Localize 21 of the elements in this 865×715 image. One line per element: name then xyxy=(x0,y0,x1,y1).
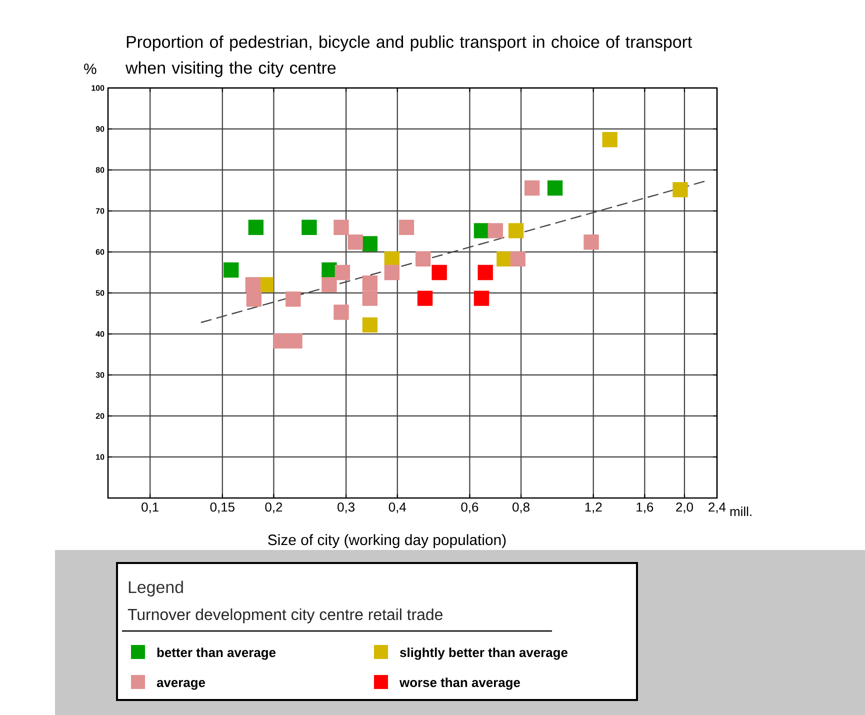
x-tick-label: 0,3 xyxy=(338,502,354,514)
x-tick-label: 0,2 xyxy=(265,502,282,514)
legend-label: average xyxy=(156,680,206,690)
x-tick-label: 0,6 xyxy=(461,502,478,514)
x-tick-label: 0,1 xyxy=(142,502,158,514)
legend-title: Turnover development city centre retail trade xyxy=(128,608,442,624)
x-axis-title: Size of city (working day population) xyxy=(268,534,506,548)
y-axis-title: % xyxy=(84,64,96,74)
x-tick-label: 0,4 xyxy=(388,502,406,514)
legend-label: better than average xyxy=(157,648,276,660)
x-tick-label: 1,2 xyxy=(585,502,602,514)
chart-title: Proportion of pedestrian, bicycle and public transport in choice of transport when visiting the city centre xyxy=(125,36,692,78)
x-tick-label: 2,0 xyxy=(676,502,693,514)
legend-label: worse than average xyxy=(399,678,520,690)
text: Legend xyxy=(128,580,183,596)
x-tick-label: 2,4 xyxy=(708,502,726,514)
x-tick-label: 0,8 xyxy=(512,502,530,514)
legend-label: slightly better than average xyxy=(400,648,568,660)
x-tick-label: 0,15 xyxy=(210,502,234,514)
x-tick-label: 1,6 xyxy=(636,502,654,514)
text: mill. xyxy=(730,506,752,516)
